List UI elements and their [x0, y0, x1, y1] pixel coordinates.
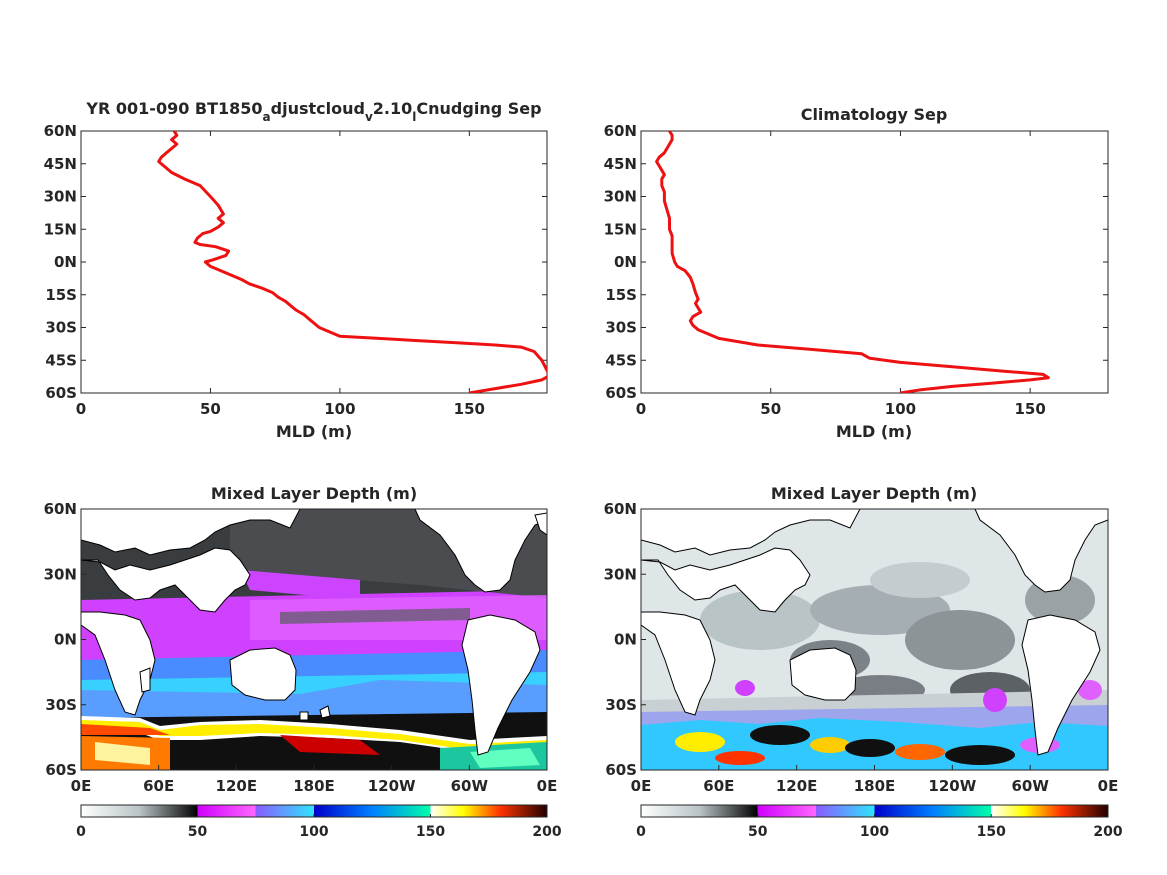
- map-panel-left: Mixed Layer Depth (m): [44, 484, 558, 795]
- map-title-right: Mixed Layer Depth (m): [771, 484, 977, 503]
- profile-axes-right: 60S 45S 30S 15S 0N 15N 30N 45N 60N 0 50 100 150: [604, 122, 1109, 418]
- y-tick-label: 30S: [45, 319, 77, 337]
- map-x-tick-label: 60E: [703, 777, 734, 795]
- y-tick-label: 15S: [45, 286, 77, 304]
- map-y-tick-label: 0N: [614, 631, 637, 649]
- x-tick-label: 50: [200, 400, 221, 418]
- mld-profile-line-left: [157, 131, 547, 393]
- x-tick-label: 100: [324, 400, 355, 418]
- map-y-tick-label: 0N: [54, 631, 77, 649]
- colorbar-tick-label: 100: [860, 824, 889, 840]
- x-tick-label: 150: [454, 400, 485, 418]
- x-tick-label: 150: [1015, 400, 1046, 418]
- colorbar-tick-label: 0: [636, 824, 646, 840]
- map-title-left: Mixed Layer Depth (m): [211, 484, 417, 503]
- y-tick-label: 60N: [44, 122, 77, 140]
- mld-field-right: [641, 509, 1108, 770]
- map-y-tick-label: 30N: [44, 565, 77, 583]
- x-tick-label: 50: [760, 400, 781, 418]
- y-tick-label: 15N: [604, 220, 637, 238]
- colorbar-tick-label: 0: [76, 824, 86, 840]
- map-y-tick-label: 60S: [45, 761, 77, 779]
- chart-title-left: YR 001-090 BT1850adjustcloudv2.10lCnudgi…: [85, 99, 541, 124]
- colorbar-left: 0 50 100 150 200: [76, 804, 562, 840]
- profile-axes-left: 60S 45S 30S 15S 0N 15N 30N 45N 60N 0 50 100 150: [44, 122, 548, 418]
- y-tick-label: 30N: [44, 188, 77, 206]
- x-tick-label: 100: [885, 400, 916, 418]
- map-x-tick-label: 0E: [71, 777, 92, 795]
- y-tick-label: 30S: [605, 319, 637, 337]
- profile-plot-left: YR 001-090 BT1850adjustcloudv2.10lCnudgi…: [44, 99, 548, 441]
- plot-frame-right: [640, 130, 1109, 394]
- y-tick-label: 45S: [45, 351, 77, 369]
- profile-plot-right: Climatology Sep 60S45S30S15S0N15N30N45N6…: [604, 105, 1109, 441]
- map-x-tick-label: 120E: [216, 777, 258, 795]
- map-y-tick-label: 60N: [604, 500, 637, 518]
- colorbar-tick-label: 50: [188, 824, 208, 840]
- map-y-tick-label: 30N: [604, 565, 637, 583]
- y-tick-label: 60S: [605, 384, 637, 402]
- map-x-tick-label: 0E: [537, 777, 558, 795]
- colorbar-tick-label: 200: [1093, 824, 1122, 840]
- map-x-tick-label: 120W: [368, 777, 416, 795]
- map-x-tick-label: 0E: [631, 777, 652, 795]
- colorbar-ticks-right: 0 50 100 150 200: [636, 814, 1123, 840]
- x-tick-label: 0: [76, 400, 86, 418]
- map-panel-right: Mixed Layer Depth (m): [604, 484, 1119, 795]
- map-x-tick-label: 180E: [854, 777, 896, 795]
- y-tick-label: 60N: [604, 122, 637, 140]
- plot-frame-left: [80, 130, 548, 394]
- colorbar-right: 0 50 100 150 200: [636, 804, 1123, 840]
- colorbar-tick-label: 150: [416, 824, 445, 840]
- mld-field-left: [81, 509, 547, 770]
- y-tick-label: 0N: [614, 253, 637, 271]
- colorbar-tick-label: 200: [532, 824, 561, 840]
- map-x-tick-label: 60W: [451, 777, 489, 795]
- y-tick-label: 15S: [605, 286, 637, 304]
- map-x-tick-label: 60E: [143, 777, 174, 795]
- y-tick-label: 60S: [45, 384, 77, 402]
- map-y-tick-label: 30S: [45, 696, 77, 714]
- y-tick-label: 45N: [44, 155, 77, 173]
- colorbar-tick-label: 100: [299, 824, 328, 840]
- x-tick-label: 0: [636, 400, 646, 418]
- colorbar-tick-label: 150: [977, 824, 1006, 840]
- map-y-tick-label: 30S: [605, 696, 637, 714]
- y-tick-label: 30N: [604, 188, 637, 206]
- colorbar-ticks-left: 0 50 100 150 200: [76, 814, 562, 840]
- map-y-tick-label: 60N: [44, 500, 77, 518]
- map-x-tick-label: 60W: [1011, 777, 1049, 795]
- map-x-tick-label: 120W: [928, 777, 976, 795]
- y-tick-label: 45S: [605, 351, 637, 369]
- chart-title-right: Climatology Sep: [801, 105, 948, 124]
- map-x-tick-label: 0E: [1098, 777, 1119, 795]
- map-y-tick-label: 60S: [605, 761, 637, 779]
- x-axis-label-left: MLD (m): [276, 422, 352, 441]
- y-tick-label: 0N: [54, 253, 77, 271]
- mld-profile-line-right: [655, 131, 1050, 393]
- map-x-tick-label: 180E: [293, 777, 335, 795]
- colorbar-tick-label: 50: [748, 824, 768, 840]
- map-x-tick-label: 120E: [776, 777, 818, 795]
- x-axis-label-right: MLD (m): [836, 422, 912, 441]
- y-tick-label: 15N: [44, 220, 77, 238]
- y-tick-label: 45N: [604, 155, 637, 173]
